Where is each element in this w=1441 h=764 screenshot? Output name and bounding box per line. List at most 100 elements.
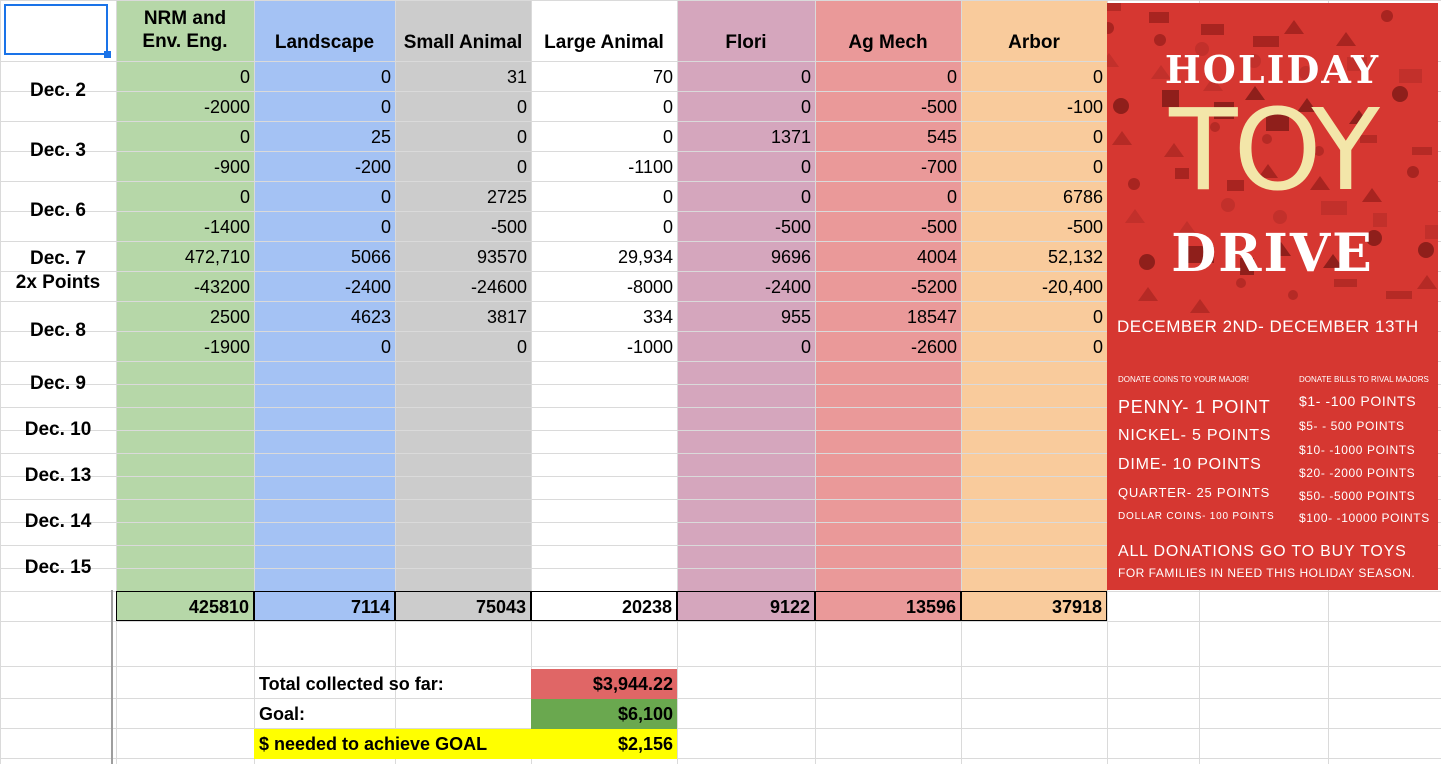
row-label-6[interactable]: Dec. 9 [0, 372, 116, 396]
data-cell[interactable]: -900 [213, 157, 250, 177]
data-cell[interactable]: 0 [516, 97, 527, 117]
data-cell[interactable]: 4004 [916, 247, 957, 267]
data-cell[interactable]: -1100 [628, 157, 673, 177]
data-cell[interactable]: 0 [380, 97, 391, 117]
data-cell[interactable]: 0 [516, 157, 527, 177]
total-cell-large[interactable]: 20238 [531, 591, 677, 621]
data-cell[interactable]: 93570 [476, 247, 527, 267]
column-header-nrm[interactable]: NRM and Env. Eng. [116, 7, 254, 53]
data-cell[interactable]: -43200 [193, 277, 250, 297]
data-cell[interactable]: 1371 [770, 127, 811, 147]
data-cell[interactable]: -2400 [344, 277, 391, 297]
data-cell[interactable]: 0 [380, 337, 391, 357]
data-cell[interactable]: 0 [380, 67, 391, 87]
data-cell[interactable]: 0 [1092, 127, 1103, 147]
total-cell-agmech[interactable]: 13596 [815, 591, 961, 621]
row-label-5[interactable]: Dec. 8 [0, 319, 116, 343]
data-cell[interactable]: 0 [662, 97, 673, 117]
data-cell[interactable]: -5200 [910, 277, 957, 297]
column-header-small[interactable]: Small Animal [403, 32, 523, 53]
row-label-10[interactable]: Dec. 15 [0, 556, 116, 580]
data-cell[interactable]: 0 [800, 157, 811, 177]
data-cell[interactable]: 955 [780, 307, 811, 327]
data-cell[interactable]: 0 [516, 127, 527, 147]
data-cell[interactable]: -2400 [764, 277, 811, 297]
data-cell[interactable]: 70 [652, 67, 673, 87]
data-cell[interactable]: -500 [774, 217, 811, 237]
data-cell[interactable]: 472,710 [184, 247, 250, 267]
data-cell[interactable]: 9696 [770, 247, 811, 267]
total-cell-flori[interactable]: 9122 [677, 591, 815, 621]
row-label-4[interactable]: Dec. 7 2x Points [0, 247, 116, 295]
summary-label-1[interactable]: Total collected so far: [259, 674, 444, 694]
data-cell[interactable]: -100 [1066, 97, 1103, 117]
data-cell[interactable]: 2725 [486, 187, 527, 207]
data-cell[interactable]: 52,132 [1047, 247, 1103, 267]
data-cell[interactable]: -24600 [470, 277, 527, 297]
data-cell[interactable]: 0 [946, 67, 957, 87]
data-cell[interactable]: -500 [490, 217, 527, 237]
data-cell[interactable]: -1400 [203, 217, 250, 237]
data-cell[interactable]: -700 [920, 157, 957, 177]
data-cell[interactable]: 0 [1092, 307, 1103, 327]
summary-value-3[interactable]: $2,156 [531, 729, 677, 759]
column-header-arbor[interactable]: Arbor [1008, 32, 1060, 53]
data-cell[interactable]: -200 [354, 157, 391, 177]
data-cell[interactable]: -2000 [203, 97, 250, 117]
data-cell[interactable]: 0 [1092, 337, 1103, 357]
row-label-9[interactable]: Dec. 14 [0, 510, 116, 534]
data-cell[interactable]: 0 [800, 67, 811, 87]
data-cell[interactable]: 0 [662, 217, 673, 237]
total-cell-nrm[interactable]: 425810 [116, 591, 254, 621]
data-cell[interactable]: 6786 [1062, 187, 1103, 207]
data-cell[interactable]: 2500 [209, 307, 250, 327]
row-label-1[interactable]: Dec. 2 [0, 79, 116, 103]
row-label-3[interactable]: Dec. 6 [0, 199, 116, 223]
data-cell[interactable]: 0 [1092, 157, 1103, 177]
data-cell[interactable]: 0 [1092, 67, 1103, 87]
data-cell[interactable]: 334 [642, 307, 673, 327]
total-cell-landscape[interactable]: 7114 [254, 591, 395, 621]
data-cell[interactable]: 0 [946, 187, 957, 207]
data-cell[interactable]: 18547 [906, 307, 957, 327]
row-label-7[interactable]: Dec. 10 [0, 418, 116, 442]
data-cell[interactable]: 25 [370, 127, 391, 147]
total-cell-small[interactable]: 75043 [395, 591, 531, 621]
data-cell[interactable]: 0 [662, 187, 673, 207]
row-label-8[interactable]: Dec. 13 [0, 464, 116, 488]
data-cell[interactable]: 0 [239, 67, 250, 87]
data-cell[interactable]: 0 [380, 187, 391, 207]
column-header-landscape[interactable]: Landscape [274, 32, 375, 53]
data-cell[interactable]: 31 [506, 67, 527, 87]
data-cell[interactable]: -8000 [626, 277, 673, 297]
data-cell[interactable]: 0 [239, 187, 250, 207]
total-cell-arbor[interactable]: 37918 [961, 591, 1107, 621]
data-cell[interactable]: 4623 [350, 307, 391, 327]
summary-value-1[interactable]: $3,944.22 [531, 669, 677, 699]
summary-label-2[interactable]: Goal: [259, 704, 306, 724]
column-header-agmech[interactable]: Ag Mech [848, 32, 928, 53]
column-header-flori[interactable]: Flori [725, 32, 767, 53]
summary-value-2[interactable]: $6,100 [531, 699, 677, 729]
data-cell[interactable]: 0 [380, 217, 391, 237]
data-cell[interactable]: -500 [920, 97, 957, 117]
data-cell[interactable]: 0 [239, 127, 250, 147]
data-cell[interactable]: 0 [800, 337, 811, 357]
data-cell[interactable]: -20,400 [1041, 277, 1103, 297]
data-cell[interactable]: -2600 [910, 337, 957, 357]
summary-label-3[interactable]: $ needed to achieve GOAL [254, 729, 531, 759]
selected-cell[interactable] [4, 4, 108, 55]
data-cell[interactable]: 0 [516, 337, 527, 357]
data-cell[interactable]: 0 [662, 127, 673, 147]
data-cell[interactable]: -1900 [203, 337, 250, 357]
row-label-2[interactable]: Dec. 3 [0, 139, 116, 163]
data-cell[interactable]: 5066 [350, 247, 391, 267]
data-cell[interactable]: 29,934 [617, 247, 673, 267]
data-cell[interactable]: -1000 [626, 337, 673, 357]
data-cell[interactable]: -500 [920, 217, 957, 237]
data-cell[interactable]: 0 [800, 97, 811, 117]
fill-handle[interactable] [104, 51, 111, 58]
column-header-large[interactable]: Large Animal [544, 32, 664, 53]
data-cell[interactable]: -500 [1066, 217, 1103, 237]
data-cell[interactable]: 0 [800, 187, 811, 207]
